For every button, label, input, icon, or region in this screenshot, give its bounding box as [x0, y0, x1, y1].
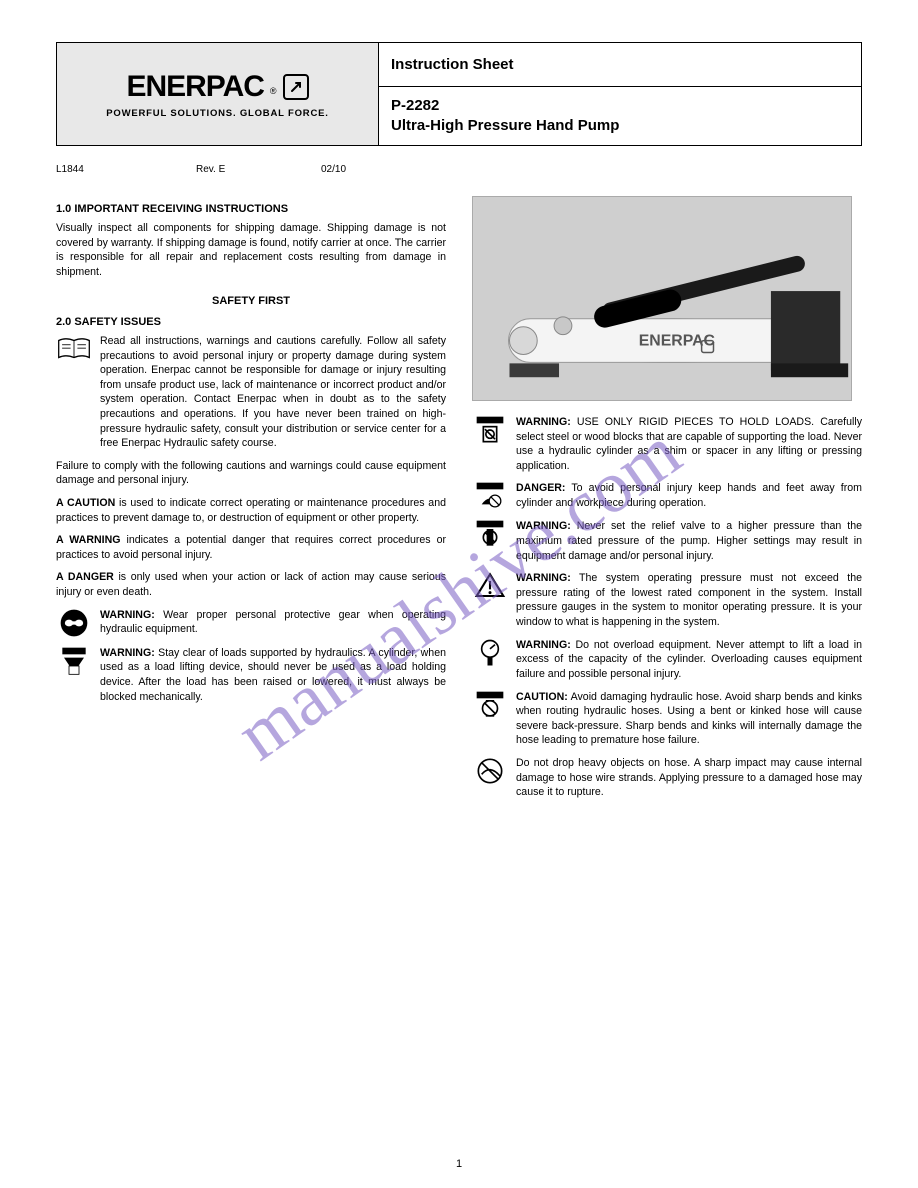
warning-rigid-text: WARNING: USE ONLY RIGID PIECES TO HOLD L… — [516, 415, 862, 473]
rigid-lead: WARNING: — [516, 416, 571, 428]
load-lead: WARNING: — [100, 647, 155, 659]
warning-load-block: WARNING: Stay clear of loads supported b… — [56, 646, 446, 704]
header-box: ENERPAC ® POWERFUL SOLUTIONS. GLOBAL FOR… — [56, 42, 862, 146]
warning-lead: A WARNING — [56, 534, 120, 546]
goggles-lead: WARNING: — [100, 609, 155, 621]
hand-crush-icon — [472, 481, 508, 511]
danger-lead: A DANGER — [56, 571, 114, 583]
header-brand-panel: ENERPAC ® POWERFUL SOLUTIONS. GLOBAL FOR… — [57, 43, 379, 145]
product-title-line-1: P-2282 — [391, 96, 619, 116]
no-weld-icon — [472, 519, 508, 549]
warning-triangle-icon — [472, 571, 508, 601]
product-title: P-2282 Ultra-High Pressure Hand Pump — [379, 87, 861, 145]
rigid-block-icon — [472, 415, 508, 445]
warning-rigid-block: WARNING: USE ONLY RIGID PIECES TO HOLD L… — [472, 415, 862, 473]
read-instructions-block: Read all instructions, warnings and caut… — [56, 334, 446, 451]
relief-lead: WARNING: — [516, 520, 571, 532]
page-number: 1 — [456, 1158, 462, 1170]
warning-system-block: WARNING: The system operating pressure m… — [472, 571, 862, 629]
warning-relief-text: WARNING: Never set the relief valve to a… — [516, 519, 862, 563]
header-title-panel: Instruction Sheet P-2282 Ultra-High Pres… — [379, 43, 861, 145]
section-1-p1: Visually inspect all components for ship… — [56, 221, 446, 279]
brand-logo: ENERPAC ® — [126, 70, 308, 104]
system-lead: WARNING: — [516, 572, 571, 584]
falling-object-icon — [56, 646, 92, 676]
danger-crush-block: DANGER: To avoid personal injury keep ha… — [472, 481, 862, 511]
warning-goggles-block: WARNING: Wear proper personal protective… — [56, 608, 446, 638]
drop-hose-text: Do not drop heavy objects on hose. A sha… — [516, 756, 862, 800]
warning-overload-text: WARNING: Do not overload equipment. Neve… — [516, 638, 862, 682]
registered-mark: ® — [270, 86, 277, 96]
warning-relief-block: WARNING: Never set the relief valve to a… — [472, 519, 862, 563]
section-2-heading: 2.0 SAFETY ISSUES — [56, 315, 446, 330]
two-column-body: 1.0 IMPORTANT RECEIVING INSTRUCTIONS Vis… — [56, 196, 862, 808]
crush-body: To avoid personal injury keep hands and … — [516, 482, 862, 509]
danger-crush-text: DANGER: To avoid personal injury keep ha… — [516, 481, 862, 510]
brand-tagline: POWERFUL SOLUTIONS. GLOBAL FORCE. — [106, 108, 328, 119]
brand-symbol-icon — [283, 74, 309, 100]
failure-note: Failure to comply with the following cau… — [56, 459, 446, 488]
overload-lead: WARNING: — [516, 639, 571, 651]
right-column: ENERPAC — [472, 196, 862, 808]
no-overload-icon — [472, 690, 508, 720]
left-column: 1.0 IMPORTANT RECEIVING INSTRUCTIONS Vis… — [56, 196, 446, 808]
hose-body: Avoid damaging hydraulic hose. Avoid sha… — [516, 691, 862, 747]
product-photo: ENERPAC — [472, 196, 852, 401]
warning-load-text: WARNING: Stay clear of loads supported b… — [100, 646, 446, 704]
section-1-heading: 1.0 IMPORTANT RECEIVING INSTRUCTIONS — [56, 202, 446, 217]
hose-lead: CAUTION: — [516, 691, 568, 703]
read-instructions-text: Read all instructions, warnings and caut… — [100, 334, 446, 451]
caution-hose-block: CAUTION: Avoid damaging hydraulic hose. … — [472, 690, 862, 748]
book-open-icon — [56, 334, 92, 364]
doc-date: 02/10 — [321, 164, 346, 175]
page: ENERPAC ® POWERFUL SOLUTIONS. GLOBAL FOR… — [0, 0, 918, 1188]
drop-hose-block: Do not drop heavy objects on hose. A sha… — [472, 756, 862, 800]
no-damage-hose-icon — [472, 756, 508, 786]
warning-overload-block: WARNING: Do not overload equipment. Neve… — [472, 638, 862, 682]
caution-definition: A CAUTION is used to indicate correct op… — [56, 496, 446, 525]
product-title-line-2: Ultra-High Pressure Hand Pump — [391, 116, 619, 136]
caution-lead: A CAUTION — [56, 497, 115, 509]
warning-system-text: WARNING: The system operating pressure m… — [516, 571, 862, 629]
danger-definition: A DANGER is only used when your action o… — [56, 570, 446, 599]
safety-first-heading: SAFETY FIRST — [56, 294, 446, 309]
danger-body: is only used when your action or lack of… — [56, 571, 446, 598]
safety-goggles-icon — [56, 608, 92, 638]
warning-goggles-text: WARNING: Wear proper personal protective… — [100, 608, 446, 637]
brand-wordmark: ENERPAC — [126, 70, 263, 104]
pressure-gauge-icon — [472, 638, 508, 668]
caution-hose-text: CAUTION: Avoid damaging hydraulic hose. … — [516, 690, 862, 748]
doc-rev: Rev. E — [196, 164, 225, 175]
crush-lead: DANGER: — [516, 482, 565, 494]
doc-id: L1844 — [56, 164, 84, 175]
caution-body: is used to indicate correct operating or… — [56, 497, 446, 524]
warning-definition: A WARNING indicates a potential danger t… — [56, 533, 446, 562]
sheet-title: Instruction Sheet — [379, 43, 861, 87]
